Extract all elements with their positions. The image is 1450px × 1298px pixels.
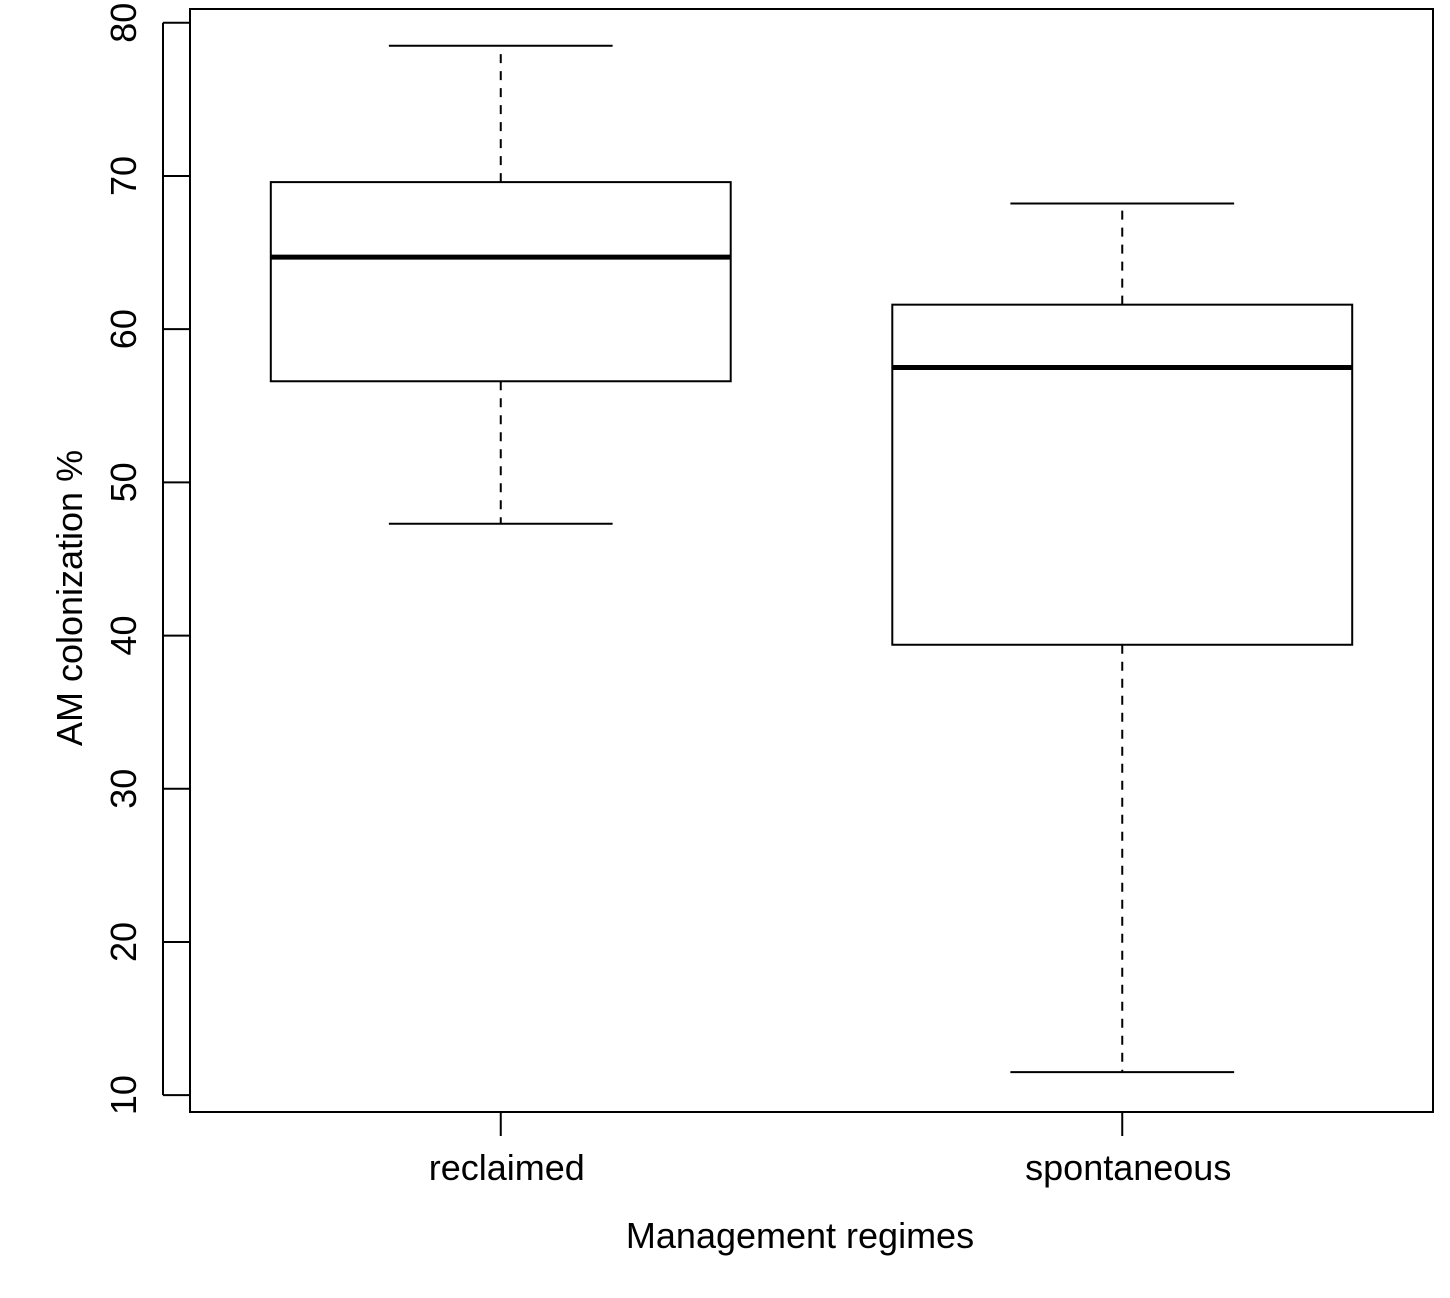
y-tick-label: 60: [103, 309, 144, 349]
x-axis-title: Management regimes: [626, 1215, 974, 1256]
plot-frame: [189, 8, 1434, 1113]
y-axis: 10 20 30 40 50 60 70 80: [103, 3, 190, 1115]
boxes-layer: [269, 44, 1354, 1074]
x-tick-label: reclaimed: [429, 1147, 585, 1188]
x-tick-label: spontaneous: [1025, 1147, 1231, 1188]
y-tick-label: 20: [103, 922, 144, 962]
box-spontaneous: [891, 202, 1354, 1074]
y-tick-label: 10: [103, 1075, 144, 1115]
y-tick-label: 30: [103, 769, 144, 809]
y-axis-title: AM colonization %: [49, 450, 90, 746]
y-tick-label: 40: [103, 616, 144, 656]
y-tick-label: 80: [103, 3, 144, 43]
box-reclaimed: [269, 44, 732, 525]
y-tick-label: 70: [103, 156, 144, 196]
iqr-box: [269, 181, 732, 383]
iqr-box: [891, 303, 1354, 646]
x-axis: reclaimed spontaneous: [429, 1112, 1231, 1188]
y-tick-label: 50: [103, 462, 144, 502]
